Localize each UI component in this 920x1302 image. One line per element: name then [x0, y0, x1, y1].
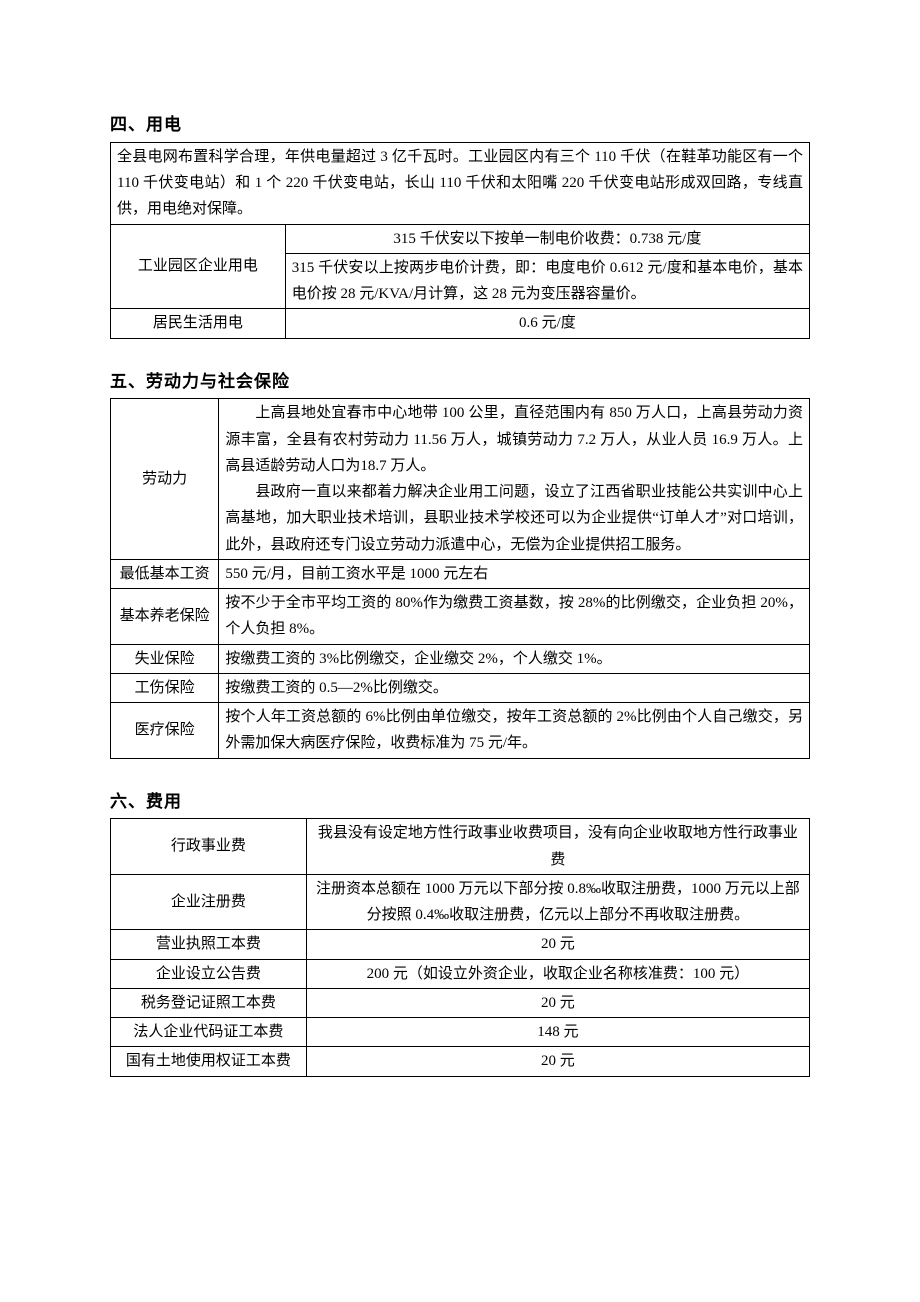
row-label: 企业设立公告费: [111, 959, 307, 988]
section4-table: 全县电网布置科学合理，年供电量超过 3 亿千瓦时。工业园区内有三个 110 千伏…: [110, 142, 810, 339]
section6-table: 行政事业费 我县没有设定地方性行政事业收费项目，没有向企业收取地方性行政事业费 …: [110, 818, 810, 1076]
table-row: 劳动力 上高县地处宜春市中心地带 100 公里，直径范围内有 850 万人口，上…: [111, 399, 810, 560]
row-value: 148 元: [306, 1018, 809, 1047]
table-row: 医疗保险 按个人年工资总额的 6%比例由单位缴交，按年工资总额的 2%比例由个人…: [111, 703, 810, 759]
section6-heading: 六、费用: [110, 787, 810, 817]
row-label: 最低基本工资: [111, 559, 219, 588]
table-row: 全县电网布置科学合理，年供电量超过 3 亿千瓦时。工业园区内有三个 110 千伏…: [111, 142, 810, 224]
row-value: 按缴费工资的 3%比例缴交，企业缴交 2%，个人缴交 1%。: [219, 644, 810, 673]
row-label: 基本养老保险: [111, 589, 219, 645]
table-row: 工业园区企业用电 315 千伏安以下按单一制电价收费：0.738 元/度: [111, 224, 810, 253]
row-label: 居民生活用电: [111, 309, 286, 338]
row-label: 工伤保险: [111, 673, 219, 702]
row-value: 200 元（如设立外资企业，收取企业名称核准费：100 元）: [306, 959, 809, 988]
table-row: 国有土地使用权证工本费 20 元: [111, 1047, 810, 1076]
row-label: 法人企业代码证工本费: [111, 1018, 307, 1047]
row-value: 20 元: [306, 988, 809, 1017]
row-value: 315 千伏安以上按两步电价计费，即：电度电价 0.612 元/度和基本电价，基…: [285, 253, 809, 309]
table-row: 失业保险 按缴费工资的 3%比例缴交，企业缴交 2%，个人缴交 1%。: [111, 644, 810, 673]
table-row: 工伤保险 按缴费工资的 0.5—2%比例缴交。: [111, 673, 810, 702]
table-row: 最低基本工资 550 元/月，目前工资水平是 1000 元左右: [111, 559, 810, 588]
row-value: 按个人年工资总额的 6%比例由单位缴交，按年工资总额的 2%比例由个人自己缴交，…: [219, 703, 810, 759]
table-row: 税务登记证照工本费 20 元: [111, 988, 810, 1017]
row-label: 医疗保险: [111, 703, 219, 759]
section4-heading: 四、用电: [110, 110, 810, 140]
row-value: 按不少于全市平均工资的 80%作为缴费工资基数，按 28%的比例缴交，企业负担 …: [219, 589, 810, 645]
table-row: 行政事业费 我县没有设定地方性行政事业收费项目，没有向企业收取地方性行政事业费: [111, 819, 810, 875]
row-label: 税务登记证照工本费: [111, 988, 307, 1017]
row-value: 20 元: [306, 1047, 809, 1076]
row-label: 营业执照工本费: [111, 930, 307, 959]
table-row: 企业设立公告费 200 元（如设立外资企业，收取企业名称核准费：100 元）: [111, 959, 810, 988]
section5-table: 劳动力 上高县地处宜春市中心地带 100 公里，直径范围内有 850 万人口，上…: [110, 398, 810, 758]
row-value: 550 元/月，目前工资水平是 1000 元左右: [219, 559, 810, 588]
row-value: 315 千伏安以下按单一制电价收费：0.738 元/度: [285, 224, 809, 253]
row-value: 注册资本总额在 1000 万元以下部分按 0.8‰收取注册费，1000 万元以上…: [306, 874, 809, 930]
row-value: 按缴费工资的 0.5—2%比例缴交。: [219, 673, 810, 702]
table-row: 法人企业代码证工本费 148 元: [111, 1018, 810, 1047]
table-row: 企业注册费 注册资本总额在 1000 万元以下部分按 0.8‰收取注册费，100…: [111, 874, 810, 930]
section4-intro: 全县电网布置科学合理，年供电量超过 3 亿千瓦时。工业园区内有三个 110 千伏…: [111, 142, 810, 224]
row-value: 0.6 元/度: [285, 309, 809, 338]
row-label: 劳动力: [111, 399, 219, 560]
table-row: 居民生活用电 0.6 元/度: [111, 309, 810, 338]
row-label: 行政事业费: [111, 819, 307, 875]
row-value: 20 元: [306, 930, 809, 959]
row-label: 国有土地使用权证工本费: [111, 1047, 307, 1076]
labor-p2: 县政府一直以来都着力解决企业用工问题，设立了江西省职业技能公共实训中心上高基地，…: [225, 479, 803, 558]
table-row: 基本养老保险 按不少于全市平均工资的 80%作为缴费工资基数，按 28%的比例缴…: [111, 589, 810, 645]
row-label: 企业注册费: [111, 874, 307, 930]
row-value: 我县没有设定地方性行政事业收费项目，没有向企业收取地方性行政事业费: [306, 819, 809, 875]
table-row: 营业执照工本费 20 元: [111, 930, 810, 959]
row-value: 上高县地处宜春市中心地带 100 公里，直径范围内有 850 万人口，上高县劳动…: [219, 399, 810, 560]
row-label: 工业园区企业用电: [111, 224, 286, 309]
row-label: 失业保险: [111, 644, 219, 673]
section5-heading: 五、劳动力与社会保险: [110, 367, 810, 397]
labor-p1: 上高县地处宜春市中心地带 100 公里，直径范围内有 850 万人口，上高县劳动…: [225, 400, 803, 479]
